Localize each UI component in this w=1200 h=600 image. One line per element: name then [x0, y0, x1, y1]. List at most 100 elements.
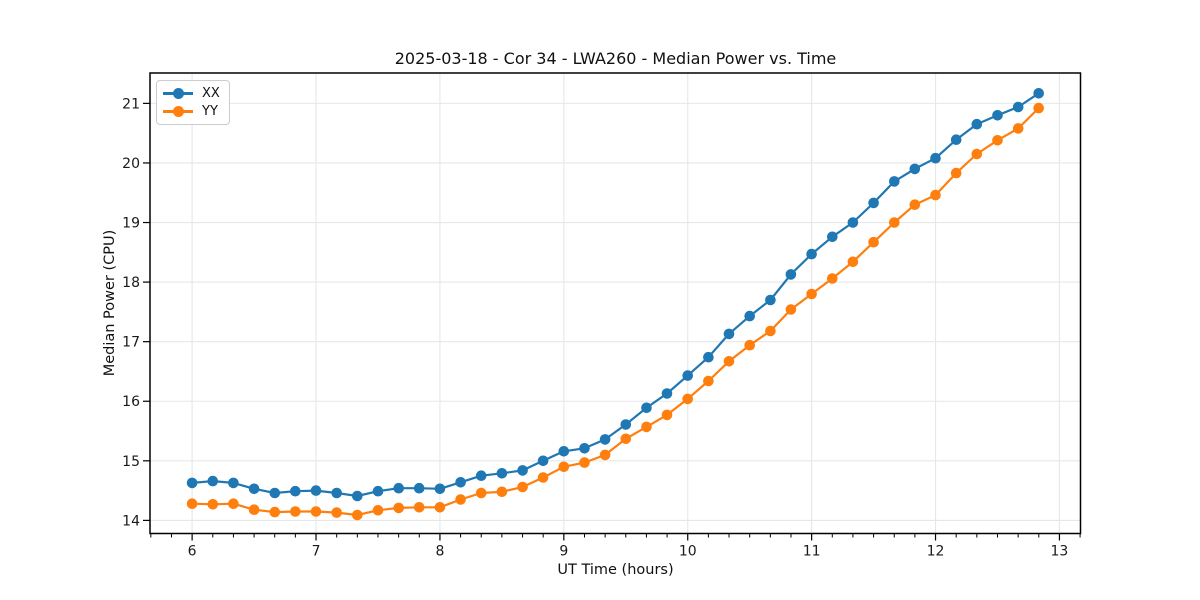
y-tick-label: 20: [122, 156, 140, 172]
data-point-yy: [413, 502, 425, 513]
y-tick-label: 15: [122, 454, 140, 470]
data-point-yy: [909, 199, 921, 210]
data-point-yy: [496, 486, 508, 498]
data-point-yy: [352, 509, 363, 521]
xx-line-marker-icon: [163, 88, 193, 99]
data-point-xx: [889, 176, 900, 187]
x-tick-label: 6: [188, 544, 197, 560]
data-point-yy: [992, 135, 1003, 146]
data-point-yy: [703, 375, 714, 387]
legend-label-yy: YY: [202, 104, 218, 119]
data-point-xx: [950, 134, 962, 145]
data-point-xx: [827, 231, 838, 243]
data-point-yy: [950, 167, 962, 179]
y-tick-label: 19: [122, 216, 140, 232]
data-point-xx: [765, 294, 776, 306]
data-point-yy: [744, 339, 755, 351]
data-point-yy: [434, 502, 446, 513]
data-point-yy: [827, 273, 838, 284]
data-point-yy: [207, 499, 219, 510]
data-point-xx: [909, 163, 921, 175]
data-point-xx: [703, 351, 714, 363]
data-point-yy: [641, 421, 652, 433]
data-point-xx: [992, 110, 1003, 121]
data-point-yy: [930, 189, 941, 201]
data-point-yy: [765, 325, 776, 337]
data-point-yy: [372, 505, 384, 516]
data-point-xx: [372, 485, 384, 497]
data-point-xx: [847, 217, 859, 228]
data-point-yy: [847, 256, 859, 268]
y-tick-label: 14: [122, 513, 140, 529]
chart-title: 2025-03-18 - Cor 34 - LWA260 - Median Po…: [394, 49, 837, 68]
data-point-xx: [806, 248, 817, 260]
data-point-xx: [228, 477, 239, 489]
data-point-yy: [186, 498, 198, 510]
data-point-xx: [723, 328, 735, 340]
data-point-yy: [806, 288, 817, 300]
yy-legend-dot: [173, 106, 184, 117]
y-tick-label: 21: [122, 96, 140, 112]
data-point-xx: [661, 388, 673, 399]
data-point-yy: [310, 506, 322, 517]
axes-frame: [149, 72, 1082, 535]
data-point-yy: [785, 304, 797, 315]
data-point-yy: [558, 461, 570, 473]
data-point-xx: [496, 468, 508, 479]
x-tick-label: 12: [927, 544, 945, 560]
data-point-xx: [352, 490, 363, 502]
data-point-yy: [248, 504, 260, 515]
legend: XX YY: [156, 80, 230, 125]
data-point-yy: [393, 502, 405, 514]
data-point-yy: [537, 472, 549, 483]
data-point-xx: [331, 487, 343, 499]
y-tick-label: 16: [122, 394, 140, 410]
data-point-xx: [434, 483, 446, 495]
data-point-xx: [207, 475, 219, 487]
data-point-yy: [331, 507, 343, 518]
data-point-xx: [310, 485, 322, 496]
data-point-yy: [228, 498, 239, 510]
data-point-yy: [682, 393, 693, 405]
data-point-xx: [971, 118, 983, 130]
data-point-yy: [269, 506, 281, 518]
data-point-xx: [579, 443, 590, 454]
data-point-xx: [269, 487, 281, 499]
data-point-yy: [599, 449, 611, 461]
data-point-xx: [785, 269, 797, 280]
series-line-xx: [192, 92, 1040, 498]
data-point-yy: [868, 236, 879, 248]
xx-legend-dot: [173, 88, 184, 99]
data-point-xx: [1012, 101, 1024, 113]
data-point-yy: [1033, 102, 1044, 114]
data-point-xx: [475, 470, 487, 482]
data-point-xx: [641, 402, 652, 414]
data-point-xx: [517, 465, 528, 476]
y-axis-label: Median Power (CPU): [102, 229, 118, 377]
data-point-xx: [290, 485, 301, 497]
data-point-xx: [599, 434, 611, 445]
data-point-xx: [620, 419, 632, 430]
data-point-yy: [971, 148, 983, 160]
data-point-xx: [186, 477, 198, 489]
legend-item-yy: YY: [163, 103, 220, 120]
x-axis-label: UT Time (hours): [557, 562, 674, 578]
data-point-xx: [248, 483, 260, 495]
data-point-yy: [1012, 123, 1024, 134]
data-point-yy: [290, 506, 301, 517]
x-tick-label: 11: [803, 544, 821, 560]
x-tick-label: 10: [679, 544, 697, 560]
y-tick-label: 17: [122, 335, 140, 351]
data-point-xx: [930, 152, 941, 164]
data-point-yy: [723, 356, 735, 367]
data-point-xx: [537, 455, 549, 467]
data-point-xx: [868, 197, 879, 209]
data-point-xx: [413, 482, 425, 494]
data-point-yy: [475, 487, 487, 499]
data-point-xx: [455, 477, 466, 488]
data-point-yy: [455, 494, 466, 505]
data-point-yy: [517, 481, 528, 493]
x-tick-label: 8: [435, 544, 444, 560]
